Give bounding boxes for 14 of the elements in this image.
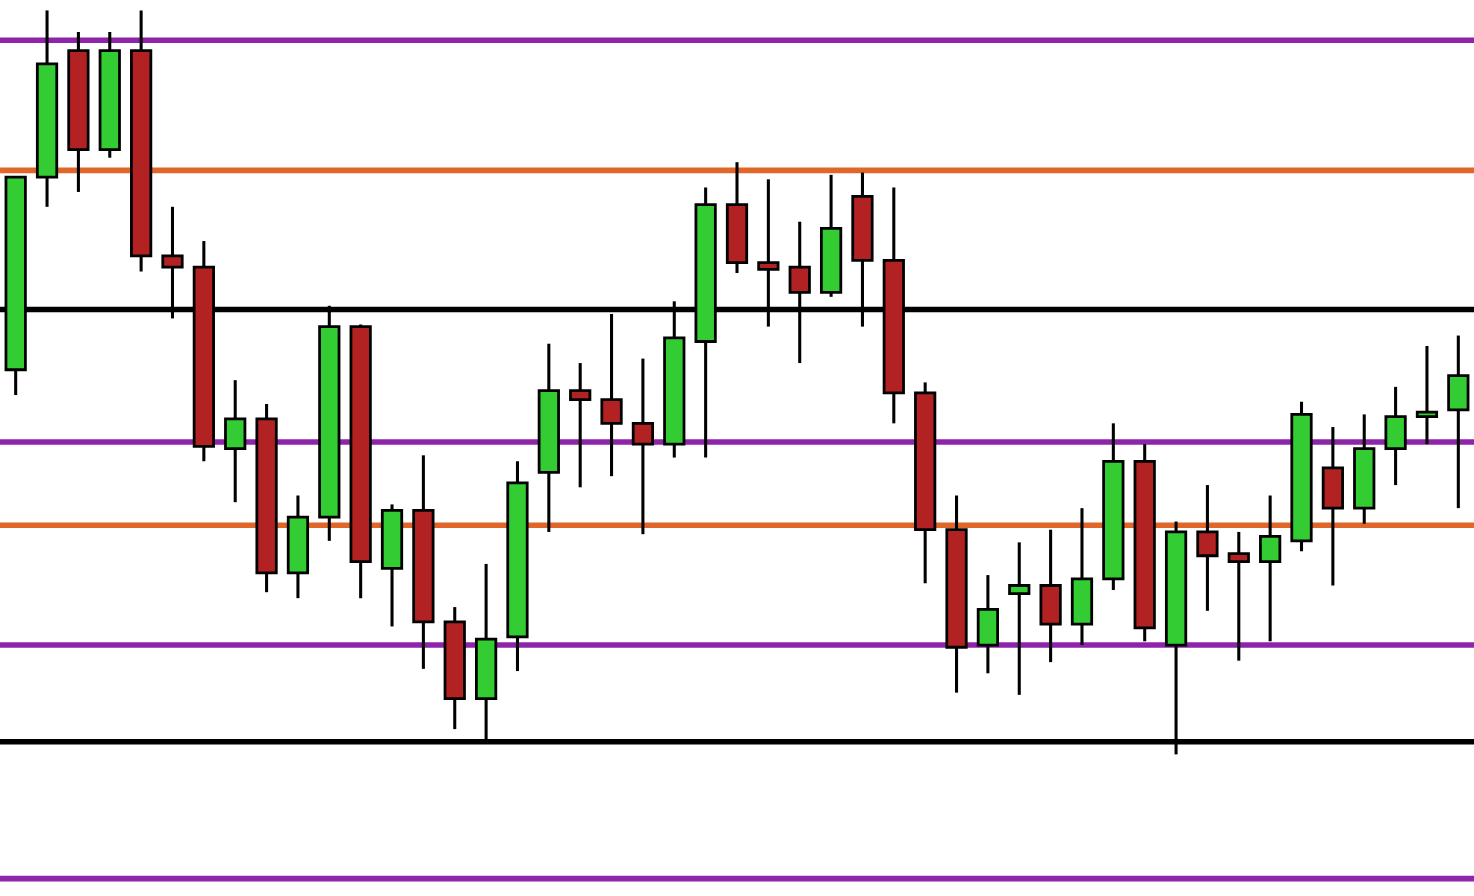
candlestick bbox=[1321, 425, 1344, 588]
candlestick bbox=[1070, 506, 1094, 647]
candlestick bbox=[1384, 385, 1407, 487]
candlestick bbox=[976, 573, 1000, 675]
candlestick bbox=[631, 357, 655, 536]
candlestick bbox=[224, 378, 247, 504]
candlestick bbox=[1415, 344, 1439, 446]
candlestick bbox=[1008, 540, 1031, 697]
candlestick bbox=[569, 361, 592, 489]
candlestick bbox=[1259, 493, 1282, 643]
candlestick bbox=[1196, 483, 1219, 613]
candlestick bbox=[1039, 528, 1062, 664]
candlestick bbox=[1447, 334, 1470, 510]
candlestick bbox=[1227, 530, 1250, 663]
